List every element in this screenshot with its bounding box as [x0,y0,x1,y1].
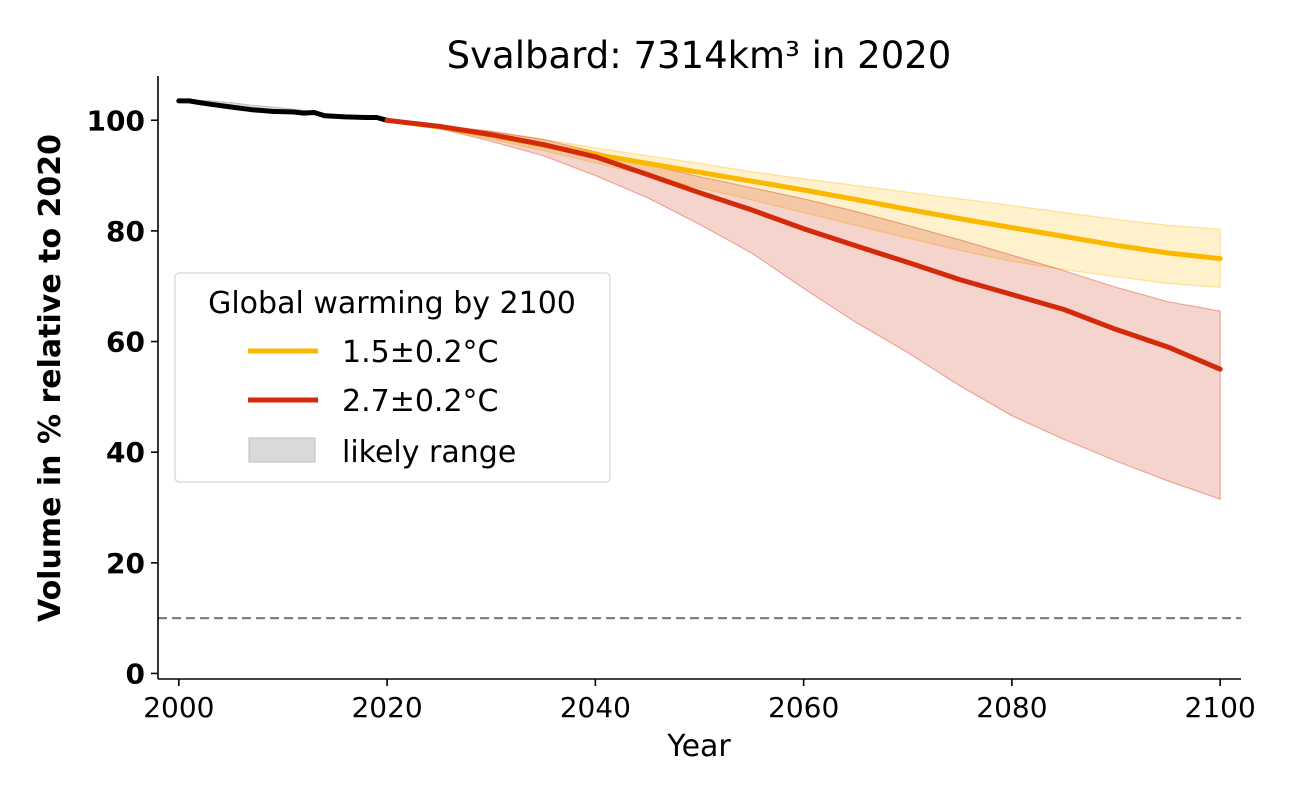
x-tick-label: 2060 [768,691,839,724]
x-tick-label: 2000 [143,691,214,724]
y-tick-label: 20 [106,547,145,580]
line-high-scenario [384,117,1223,372]
y-tick-label: 100 [87,104,145,137]
band-high-scenario [387,119,1221,501]
legend-label-range: likely range [342,435,516,470]
legend-swatch-range [248,437,316,463]
x-tick-label: 2020 [351,691,422,724]
y-tick-label: 60 [106,326,145,359]
series-lines [176,98,1223,372]
legend-frame [174,272,611,483]
legend-label-high: 2.7±0.2°C [342,384,499,419]
legend: Global warming by 2100 1.5±0.2°C 2.7±0.2… [174,272,611,483]
x-axis-label: Year [666,729,731,764]
y-tick-label: 40 [106,436,145,469]
axes [151,76,1241,686]
y-axis-label: Volume in % relative to 2020 [33,134,68,622]
legend-title: Global warming by 2100 [208,286,576,321]
y-tick-label: 80 [106,215,145,248]
x-tick-label: 2080 [976,691,1047,724]
x-tick-label: 2100 [1185,691,1256,724]
y-tick-label: 0 [126,657,145,690]
x-tick-label: 2040 [560,691,631,724]
line-historical [176,98,390,123]
legend-label-low: 1.5±0.2°C [342,335,499,370]
chart-title: Svalbard: 7314km³ in 2020 [447,34,952,77]
